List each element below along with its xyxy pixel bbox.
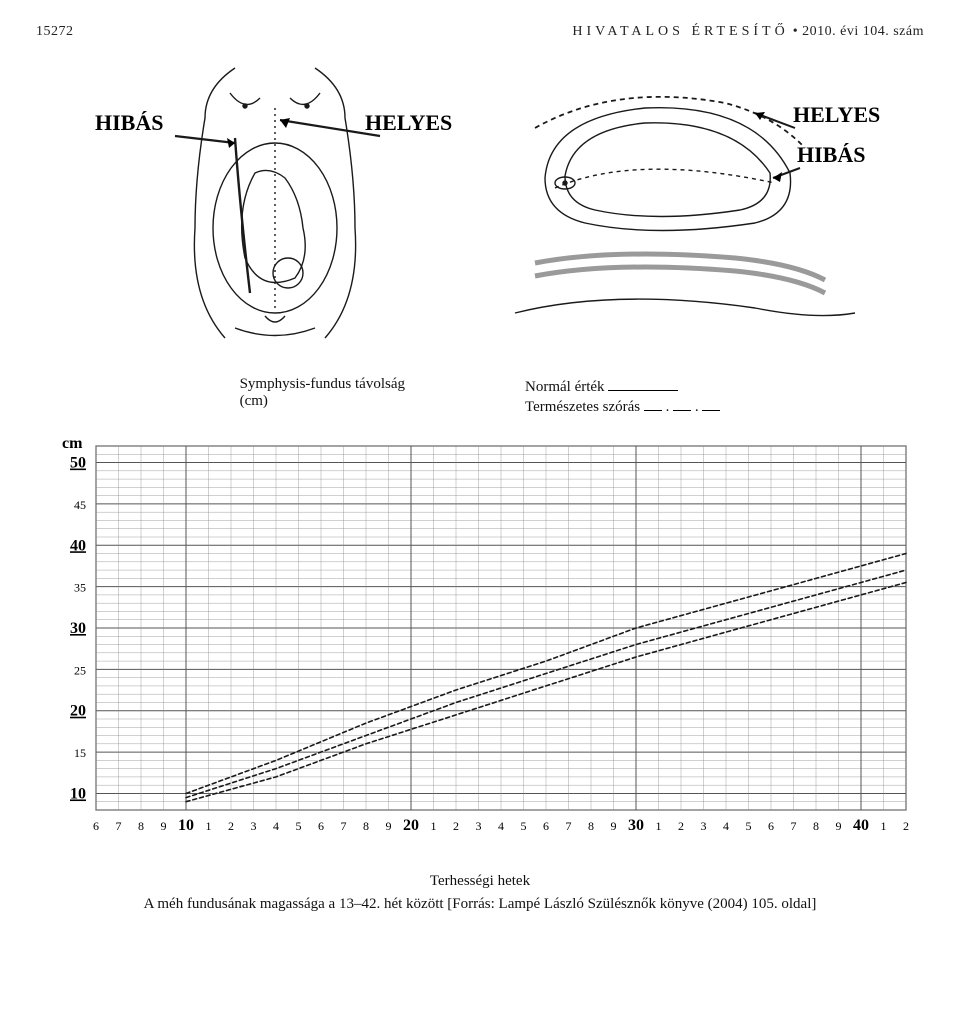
svg-text:25: 25 [74,663,86,677]
header-right: HIVATALOS ÉRTESÍTŐ • 2010. évi 104. szám [572,24,924,40]
anatomy-left-panel: HIBÁS HELYES [85,58,465,348]
svg-text:10: 10 [178,817,194,834]
measure-right-line1: Normál érték [525,379,605,395]
svg-text:4: 4 [273,819,279,833]
svg-text:1: 1 [206,819,212,833]
svg-text:8: 8 [138,819,144,833]
svg-text:40: 40 [70,537,86,554]
measure-right-line2: Természetes szórás [525,399,640,415]
svg-text:40: 40 [853,817,869,834]
page-header: 15272 HIVATALOS ÉRTESÍTŐ • 2010. évi 104… [36,24,924,40]
anatomy-right-svg [495,58,875,348]
anatomy-row: HIBÁS HELYES [36,58,924,348]
svg-text:3: 3 [251,819,257,833]
svg-text:35: 35 [74,581,86,595]
svg-text:1: 1 [431,819,437,833]
svg-text:30: 30 [70,620,86,637]
svg-text:2: 2 [903,819,909,833]
svg-text:4: 4 [723,819,729,833]
header-bullet: • [793,24,798,39]
svg-text:3: 3 [701,819,707,833]
svg-text:8: 8 [588,819,594,833]
header-title: HIVATALOS ÉRTESÍTŐ [572,24,788,39]
svg-text:6: 6 [543,819,549,833]
svg-text:9: 9 [161,819,167,833]
svg-text:50: 50 [70,455,86,472]
svg-text:2: 2 [228,819,234,833]
growth-chart: cm10152025303540455067891012345678920123… [40,430,920,850]
header-year: 2010. évi 104. szám [802,24,924,39]
svg-text:10: 10 [70,785,86,802]
svg-text:9: 9 [386,819,392,833]
svg-text:6: 6 [768,819,774,833]
measure-left-line2: (cm) [240,393,405,410]
svg-text:7: 7 [116,819,122,833]
measure-left-line1: Symphysis-fundus távolság [240,376,405,393]
svg-text:2: 2 [453,819,459,833]
footer-block: Terhességi hetek A méh fundusának magass… [36,870,924,915]
svg-text:8: 8 [363,819,369,833]
svg-text:1: 1 [881,819,887,833]
svg-text:3: 3 [476,819,482,833]
svg-text:30: 30 [628,817,644,834]
svg-text:45: 45 [74,498,86,512]
svg-text:5: 5 [521,819,527,833]
growth-chart-svg: cm10152025303540455067891012345678920123… [40,430,920,850]
blank-sd-1 [644,396,662,411]
measure-left: Symphysis-fundus távolság (cm) [240,376,405,416]
svg-text:4: 4 [498,819,504,833]
svg-text:6: 6 [93,819,99,833]
svg-text:7: 7 [566,819,572,833]
svg-text:9: 9 [611,819,617,833]
footer-line2: A méh fundusának magassága a 13–42. hét … [36,893,924,916]
measure-row: Symphysis-fundus távolság (cm) Normál ér… [36,376,924,416]
measure-right: Normál érték Természetes szórás . . [525,376,720,416]
svg-text:cm: cm [62,435,83,452]
svg-text:2: 2 [678,819,684,833]
svg-text:20: 20 [403,817,419,834]
svg-text:7: 7 [341,819,347,833]
svg-text:9: 9 [836,819,842,833]
svg-text:8: 8 [813,819,819,833]
svg-text:6: 6 [318,819,324,833]
svg-text:5: 5 [296,819,302,833]
blank-sd-3 [702,396,720,411]
svg-text:7: 7 [791,819,797,833]
footer-line1: Terhességi hetek [36,870,924,893]
anatomy-right-panel: HELYES HIBÁS [495,58,875,348]
page-number: 15272 [36,24,74,40]
svg-text:5: 5 [746,819,752,833]
blank-sd-2 [673,396,691,411]
svg-text:15: 15 [74,746,86,760]
blank-normal-value [608,376,678,391]
svg-text:20: 20 [70,703,86,720]
svg-text:1: 1 [656,819,662,833]
anatomy-left-svg [85,58,465,348]
